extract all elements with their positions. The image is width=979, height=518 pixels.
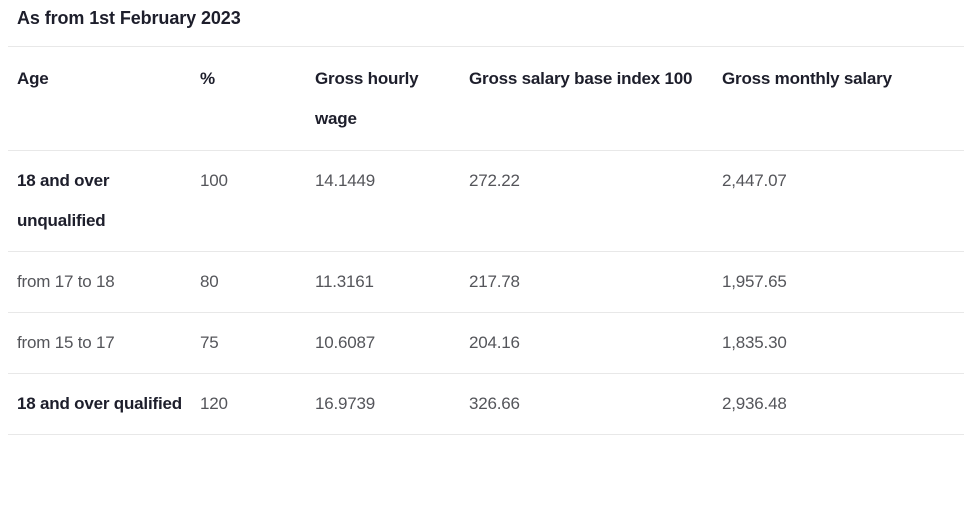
cell-percent: 75 [191,312,306,374]
cell-percent: 100 [191,150,306,252]
cell-gross-salary-index: 326.66 [460,373,713,435]
cell-gross-hourly-wage: 14.1449 [306,150,460,252]
table-row: from 17 to 18 80 11.3161 217.78 1,957.65 [8,251,964,313]
cell-gross-hourly-wage: 16.9739 [306,373,460,435]
cell-age: from 17 to 18 [8,251,191,313]
table-row: from 15 to 17 75 10.6087 204.16 1,835.30 [8,312,964,374]
column-header-age: Age [8,47,191,151]
column-header-gross-salary-index: Gross salary base index 100 [460,47,713,151]
column-header-gross-monthly-salary: Gross monthly salary [713,47,964,151]
cell-percent: 80 [191,251,306,313]
column-header-gross-hourly-wage: Gross hourly wage [306,47,460,151]
table-row: 18 and over qualified 120 16.9739 326.66… [8,373,964,435]
table-header-row: Age % Gross hourly wage Gross salary bas… [8,47,964,151]
cell-gross-hourly-wage: 10.6087 [306,312,460,374]
cell-gross-monthly-salary: 2,936.48 [713,373,964,435]
cell-gross-salary-index: 204.16 [460,312,713,374]
wage-table: Age % Gross hourly wage Gross salary bas… [8,47,964,435]
cell-age: from 15 to 17 [8,312,191,374]
wage-table-section: As from 1st February 2023 Age % Gross ho… [8,0,964,435]
cell-percent: 120 [191,373,306,435]
cell-gross-monthly-salary: 1,957.65 [713,251,964,313]
cell-gross-monthly-salary: 2,447.07 [713,150,964,252]
page-title: As from 1st February 2023 [8,0,964,47]
table-row: 18 and over unqualified 100 14.1449 272.… [8,150,964,252]
cell-age: 18 and over qualified [8,373,191,435]
cell-gross-monthly-salary: 1,835.30 [713,312,964,374]
cell-gross-salary-index: 272.22 [460,150,713,252]
cell-age: 18 and over unqualified [8,150,191,252]
cell-gross-hourly-wage: 11.3161 [306,251,460,313]
cell-gross-salary-index: 217.78 [460,251,713,313]
column-header-percent: % [191,47,306,151]
